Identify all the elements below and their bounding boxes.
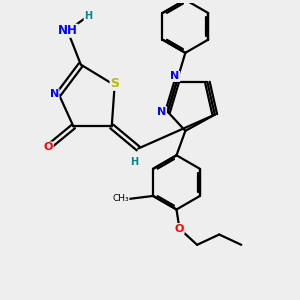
Text: S: S <box>110 77 119 90</box>
Text: O: O <box>44 142 53 152</box>
Text: O: O <box>175 224 184 234</box>
Text: H: H <box>84 11 92 21</box>
Text: H: H <box>130 157 138 167</box>
Text: CH₃: CH₃ <box>112 194 129 203</box>
Text: N: N <box>157 107 167 117</box>
Text: N: N <box>50 89 59 99</box>
Text: NH: NH <box>58 24 77 37</box>
Text: N: N <box>170 71 180 81</box>
